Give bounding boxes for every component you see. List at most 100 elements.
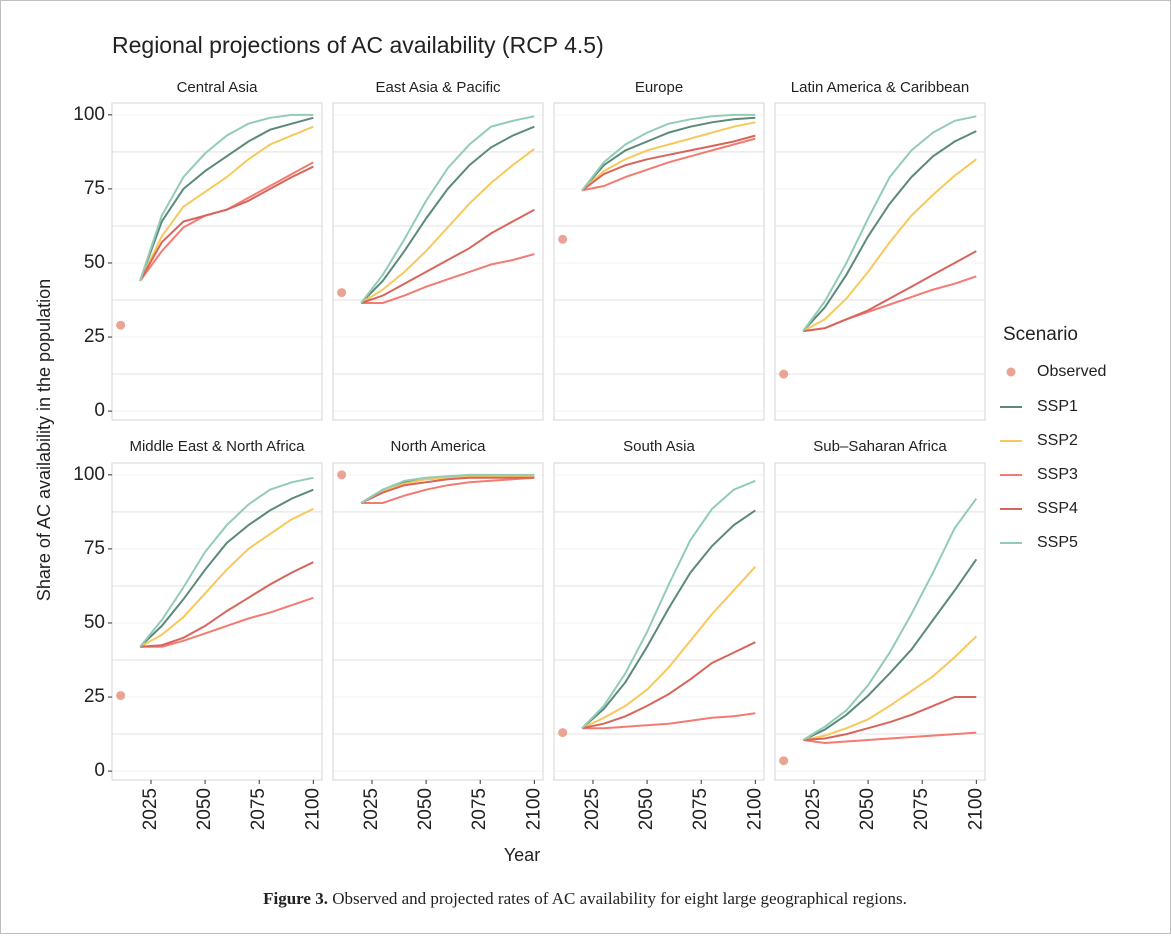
observed-point — [779, 756, 789, 766]
panel-title: North America — [390, 438, 486, 455]
series-line — [360, 208, 535, 304]
x-tick-label: 2050 — [636, 788, 657, 830]
legend-label: SSP2 — [1037, 432, 1078, 449]
x-axis-label: Year — [504, 845, 540, 865]
series-line — [802, 731, 977, 745]
panel-border — [774, 462, 986, 781]
y-tick-label: 0 — [94, 760, 105, 781]
observed-point — [779, 369, 789, 379]
legend-title: Scenario — [1003, 324, 1078, 345]
x-tick-label: 2100 — [302, 788, 323, 830]
panel-border — [332, 462, 544, 781]
x-tick-label: 2025 — [803, 788, 824, 830]
panel-border — [111, 462, 323, 781]
series-line — [581, 566, 757, 730]
observed-point — [116, 320, 126, 330]
series-line — [139, 113, 314, 282]
series-line — [581, 641, 756, 730]
legend-label: SSP4 — [1037, 500, 1078, 517]
series-line — [802, 558, 978, 741]
series-line — [140, 561, 314, 648]
legend-label: SSP5 — [1037, 534, 1078, 551]
legend-label: SSP1 — [1037, 398, 1078, 415]
x-tick-label: 2075 — [911, 788, 932, 830]
series-line — [802, 250, 977, 333]
panel-title: Europe — [635, 79, 683, 96]
caption-label: Figure 3. — [263, 889, 328, 908]
series-line — [581, 134, 756, 192]
caption-text: Observed and projected rates of AC avail… — [332, 889, 907, 908]
panel-title: South Asia — [623, 438, 695, 455]
series-line — [140, 596, 314, 648]
panel-border — [774, 102, 986, 421]
series-line — [581, 116, 756, 192]
legend-observed-key — [1006, 367, 1016, 377]
panel-title: East Asia & Pacific — [375, 79, 501, 96]
x-tick-label: 2100 — [744, 788, 765, 830]
observed-point — [337, 470, 347, 480]
x-tick-label: 2100 — [965, 788, 986, 830]
panel-title: Central Asia — [177, 79, 259, 96]
series-line — [802, 635, 977, 741]
x-tick-label: 2050 — [415, 788, 436, 830]
panel-border — [111, 102, 323, 421]
series-line — [803, 696, 977, 741]
series-line — [360, 125, 535, 304]
x-tick-label: 2075 — [248, 788, 269, 830]
series-line — [581, 479, 756, 729]
series-line — [802, 158, 977, 332]
series-line — [360, 475, 535, 504]
x-tick-label: 2025 — [582, 788, 603, 830]
x-tick-label: 2025 — [361, 788, 382, 830]
panel-border — [553, 462, 765, 781]
x-tick-label: 2075 — [469, 788, 490, 830]
observed-point — [558, 234, 568, 244]
observed-point — [116, 691, 126, 701]
y-tick-label: 25 — [84, 326, 105, 347]
series-line — [139, 507, 314, 648]
series-line — [802, 498, 978, 741]
series-line — [139, 116, 314, 282]
y-tick-label: 100 — [73, 464, 105, 485]
y-tick-label: 0 — [94, 400, 105, 421]
legend-label: Observed — [1037, 363, 1106, 380]
x-tick-label: 2050 — [857, 788, 878, 830]
panel-border — [553, 102, 765, 421]
legend-label: SSP3 — [1037, 466, 1078, 483]
y-tick-label: 25 — [84, 686, 105, 707]
series-line — [802, 130, 977, 332]
series-line — [139, 165, 314, 282]
series-line — [360, 148, 535, 304]
series-line — [802, 115, 977, 332]
series-line — [361, 253, 535, 304]
series-line — [581, 509, 756, 729]
y-tick-label: 75 — [84, 538, 105, 559]
chart-title: Regional projections of AC availability … — [112, 32, 604, 58]
observed-point — [337, 288, 347, 298]
series-line — [139, 488, 314, 648]
x-tick-label: 2050 — [194, 788, 215, 830]
caption: Figure 3. Observed and projected rates o… — [263, 889, 907, 908]
series-line — [139, 476, 314, 648]
series-line — [581, 121, 756, 192]
y-tick-label: 100 — [73, 104, 105, 125]
panel-title: Middle East & North Africa — [129, 438, 305, 455]
series-line — [139, 125, 314, 282]
series-line — [360, 476, 535, 504]
panel-title: Latin America & Caribbean — [791, 79, 969, 96]
panel-title: Sub–Saharan Africa — [813, 438, 947, 455]
y-tick-label: 50 — [84, 252, 105, 273]
observed-point — [558, 728, 568, 738]
series-line — [360, 115, 535, 304]
series-line — [581, 113, 756, 192]
series-line — [582, 712, 756, 730]
x-tick-label: 2100 — [523, 788, 544, 830]
y-axis-label: Share of AC availability in the populati… — [34, 279, 54, 601]
series-line — [581, 137, 756, 192]
y-tick-label: 75 — [84, 178, 105, 199]
panel-border — [332, 102, 544, 421]
x-tick-label: 2075 — [690, 788, 711, 830]
